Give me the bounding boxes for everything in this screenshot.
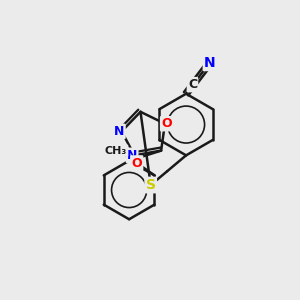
Text: N: N	[204, 56, 216, 70]
Text: N: N	[114, 125, 124, 138]
Text: N: N	[127, 149, 137, 162]
Text: S: S	[146, 178, 156, 192]
Text: C: C	[188, 78, 197, 91]
Text: O: O	[131, 157, 142, 169]
Text: O: O	[161, 117, 172, 130]
Text: CH₃: CH₃	[105, 146, 127, 156]
